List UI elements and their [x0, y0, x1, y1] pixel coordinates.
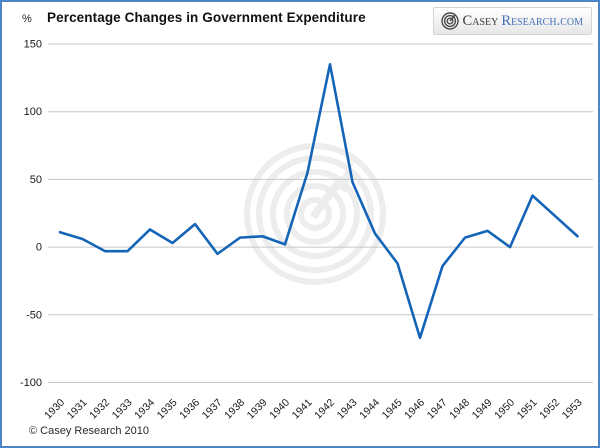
casey-spiral-watermark [270, 169, 360, 259]
x-tick-label: 1930 [42, 397, 67, 422]
casey-spiral-watermark [284, 183, 346, 245]
y-tick-label: 0 [36, 242, 42, 254]
x-tick-label: 1951 [515, 397, 540, 422]
x-tick-label: 1937 [200, 397, 225, 422]
y-tick-label: -100 [20, 377, 42, 389]
x-tick-label: 1939 [245, 397, 270, 422]
casey-spiral-watermark [298, 197, 332, 231]
x-tick-label: 1953 [560, 397, 585, 422]
x-tick-label: 1934 [132, 397, 157, 422]
casey-research-logo: Casey Research.com [432, 7, 592, 35]
y-tick-label: 100 [24, 106, 42, 118]
x-tick-label: 1944 [357, 397, 382, 422]
x-tick-label: 1950 [492, 397, 517, 422]
page-title: Percentage Changes in Government Expendi… [47, 10, 366, 25]
x-tick-label: 1952 [537, 397, 562, 422]
x-tick-label: 1936 [177, 397, 202, 422]
logo-text-research: Research.com [501, 12, 583, 29]
x-tick-label: 1940 [267, 397, 292, 422]
logo-text-casey: Casey [462, 12, 499, 29]
spiral-icon [440, 11, 460, 31]
x-tick-label: 1947 [425, 397, 450, 422]
x-tick-label: 1949 [470, 397, 495, 422]
x-tick-label: 1931 [65, 397, 90, 422]
x-tick-label: 1938 [222, 397, 247, 422]
y-axis-unit-label: % [22, 13, 32, 25]
x-tick-label: 1946 [402, 397, 427, 422]
casey-spiral-watermark [256, 155, 374, 273]
y-tick-label: 50 [30, 174, 42, 186]
x-tick-label: 1948 [447, 397, 472, 422]
x-tick-label: 1945 [380, 397, 405, 422]
y-tick-label: -50 [26, 309, 42, 321]
x-tick-label: 1942 [312, 397, 337, 422]
casey-spiral-watermark [244, 143, 386, 285]
expenditure-line-series [58, 63, 579, 340]
x-tick-label: 1943 [335, 397, 360, 422]
copyright-text: © Casey Research 2010 [29, 425, 150, 437]
x-tick-label: 1932 [87, 397, 112, 422]
x-tick-label: 1935 [155, 397, 180, 422]
y-tick-label: 150 [24, 39, 42, 51]
x-tick-label: 1933 [110, 397, 135, 422]
x-tick-label: 1941 [290, 397, 315, 422]
